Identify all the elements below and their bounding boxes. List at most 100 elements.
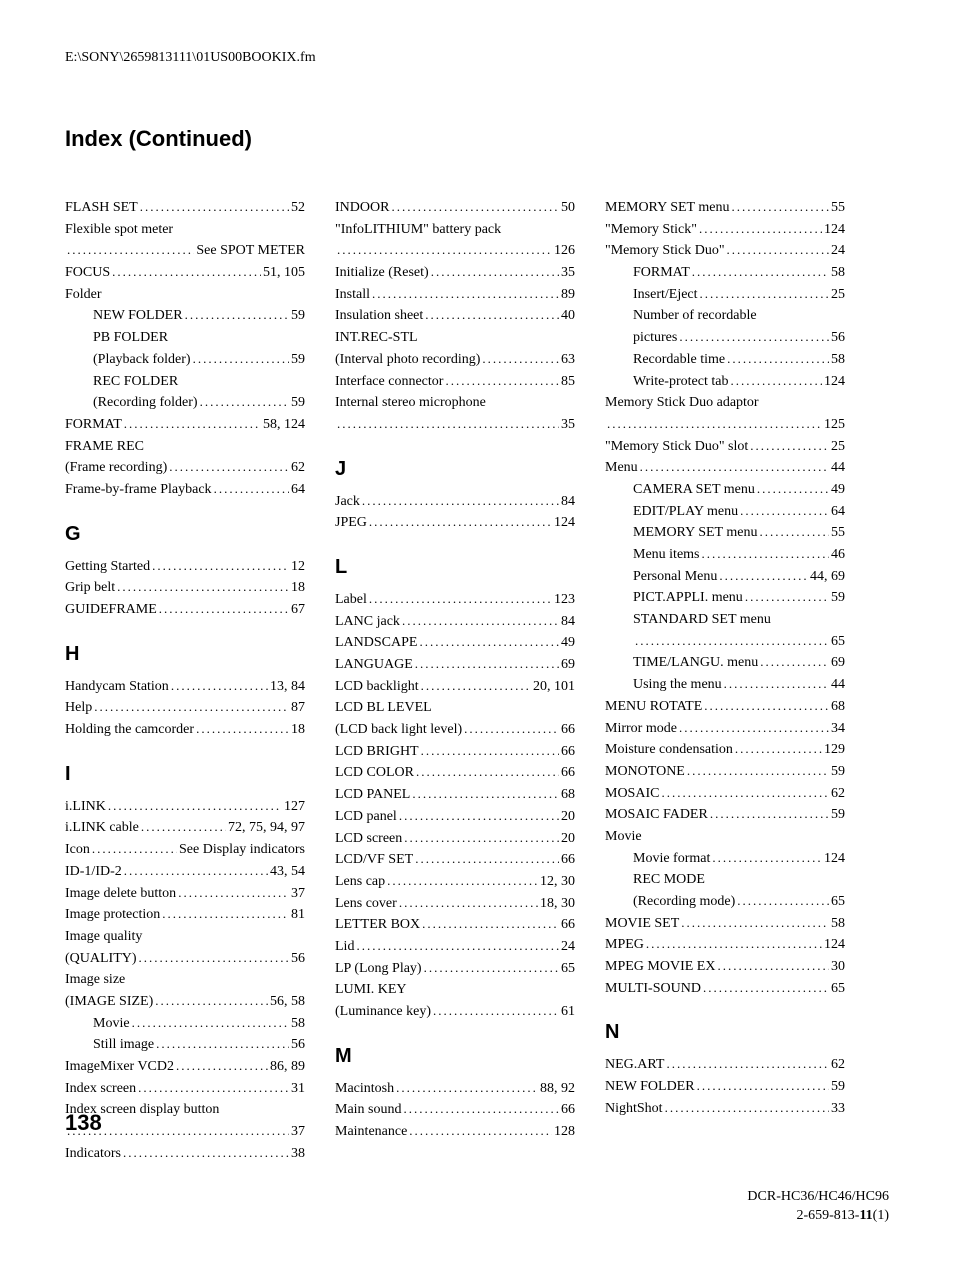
index-label: MOSAIC FADER (605, 804, 708, 826)
index-pages: 12, 30 (540, 871, 575, 893)
index-entry: LCD BRIGHT..............................… (335, 741, 575, 763)
index-label: Number of recordable (633, 305, 757, 327)
index-entry: Write-protect tab.......................… (605, 371, 845, 393)
index-label: i.LINK (65, 796, 106, 818)
index-pages: 20 (561, 806, 575, 828)
index-pages: 49 (561, 632, 575, 654)
leader-dots: ........................................… (699, 219, 822, 239)
index-pages: 59 (831, 1076, 845, 1098)
index-entry: pictures................................… (605, 327, 845, 349)
index-label: Insert/Eject (633, 284, 698, 306)
index-pages: 49 (831, 479, 845, 501)
index-section-letter: M (335, 1041, 575, 1072)
index-entry: Folder (65, 284, 305, 306)
index-label: "Memory Stick" (605, 219, 697, 241)
index-entry: LCD panel...............................… (335, 806, 575, 828)
index-pages: 38 (291, 1143, 305, 1165)
leader-dots: ........................................… (757, 479, 829, 499)
index-entry: INDOOR..................................… (335, 197, 575, 219)
index-pages: 88, 92 (540, 1078, 575, 1100)
index-label: FLASH SET (65, 197, 138, 219)
index-entry: "Memory Stick"..........................… (605, 219, 845, 241)
leader-dots: ........................................… (138, 1078, 289, 1098)
index-entry: Image size (65, 969, 305, 991)
leader-dots: ........................................… (703, 978, 829, 998)
index-label: Index screen (65, 1078, 136, 1100)
leader-dots: ........................................… (416, 762, 559, 782)
index-label: LANC jack (335, 611, 400, 633)
index-entry: LANC jack...............................… (335, 611, 575, 633)
file-path: E:\SONY\2659813111\01US00BOOKIX.fm (65, 50, 889, 66)
index-entry: Insert/Eject............................… (605, 284, 845, 306)
index-entry: Lens cover..............................… (335, 893, 575, 915)
index-label: INDOOR (335, 197, 389, 219)
leader-dots: ........................................… (419, 632, 559, 652)
leader-dots: ........................................… (141, 817, 226, 837)
index-entry: PICT.APPLI. menu........................… (605, 587, 845, 609)
index-label: Menu (605, 457, 638, 479)
index-pages: 89 (561, 284, 575, 306)
leader-dots: ........................................… (431, 262, 559, 282)
index-pages: 18 (291, 577, 305, 599)
index-entry: FORMAT..................................… (605, 262, 845, 284)
index-entry: Indicators..............................… (65, 1143, 305, 1165)
index-entry: Still image.............................… (65, 1034, 305, 1056)
index-entry: NEW FOLDER..............................… (65, 305, 305, 327)
index-entry: GUIDEFRAME..............................… (65, 599, 305, 621)
leader-dots: ........................................… (724, 674, 829, 694)
index-pages: 34 (831, 718, 845, 740)
index-entry: LANDSCAPE...............................… (335, 632, 575, 654)
index-pages: 85 (561, 371, 575, 393)
index-label: MOSAIC (605, 783, 659, 805)
index-label: pictures (633, 327, 677, 349)
index-label: Handycam Station (65, 676, 169, 698)
index-pages: 65 (831, 631, 845, 653)
leader-dots: ........................................… (155, 991, 268, 1011)
index-entry: i.LINK cable............................… (65, 817, 305, 839)
leader-dots: ........................................… (712, 848, 822, 868)
index-label: MEMORY SET menu (605, 197, 729, 219)
index-label: Frame-by-frame Playback (65, 479, 212, 501)
index-entry: Lens cap................................… (335, 871, 575, 893)
index-pages: 56 (831, 327, 845, 349)
index-label: FORMAT (65, 414, 122, 436)
index-pages: 66 (561, 762, 575, 784)
index-label: Holding the camcorder (65, 719, 194, 741)
index-entry: Handycam Station........................… (65, 676, 305, 698)
index-pages: 59 (831, 804, 845, 826)
index-entry: Menu items..............................… (605, 544, 845, 566)
leader-dots: ........................................… (661, 783, 829, 803)
index-entry: MEMORY SET menu.........................… (605, 197, 845, 219)
leader-dots: ........................................… (482, 349, 559, 369)
index-entry: Moisture condensation...................… (605, 739, 845, 761)
index-pages: 55 (831, 522, 845, 544)
index-entry: MULTI-SOUND.............................… (605, 978, 845, 1000)
index-entry: Macintosh...............................… (335, 1078, 575, 1100)
index-label: MULTI-SOUND (605, 978, 701, 1000)
index-pages: 25 (831, 436, 845, 458)
index-entry: Personal Menu...........................… (605, 566, 845, 588)
index-entry: Index screen............................… (65, 1078, 305, 1100)
index-entry: MONOTONE................................… (605, 761, 845, 783)
index-label: LETTER BOX (335, 914, 420, 936)
leader-dots: ........................................… (412, 784, 559, 804)
index-label: Maintenance (335, 1121, 407, 1143)
leader-dots: ........................................… (646, 934, 822, 954)
index-entry: Menu....................................… (605, 457, 845, 479)
index-label: Mirror mode (605, 718, 677, 740)
index-label: LANGUAGE (335, 654, 413, 676)
leader-dots: ........................................… (665, 1098, 829, 1118)
index-pages: 65 (831, 891, 845, 913)
index-section-letter: N (605, 1017, 845, 1048)
index-label: Getting Started (65, 556, 150, 578)
index-entry: (Interval photo recording)..............… (335, 349, 575, 371)
leader-dots: ........................................… (124, 414, 261, 434)
index-label: PICT.APPLI. menu (633, 587, 743, 609)
index-label: LCD PANEL (335, 784, 410, 806)
leader-dots: ........................................… (409, 1121, 552, 1141)
index-label: JPEG (335, 512, 367, 534)
index-entry: Interface connector.....................… (335, 371, 575, 393)
index-entry: EDIT/PLAY menu..........................… (605, 501, 845, 523)
index-pages: 66 (561, 1099, 575, 1121)
index-entry: Help....................................… (65, 697, 305, 719)
